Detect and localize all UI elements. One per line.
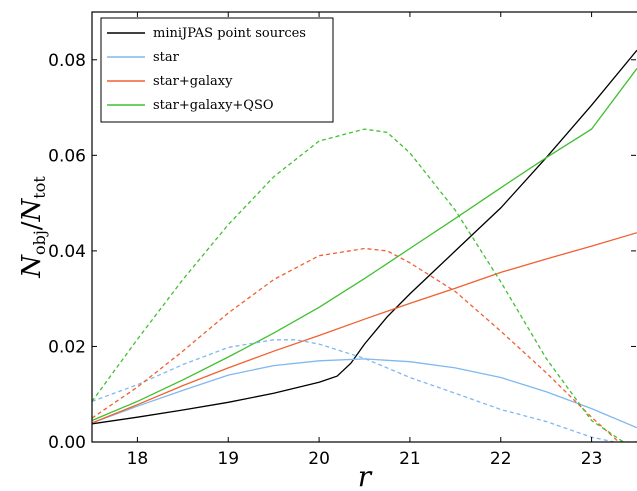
y-label-base2: N	[17, 197, 47, 222]
legend: miniJPAS point sources star star+galaxy sta…	[100, 17, 334, 123]
y-label-sub1: obj	[30, 230, 49, 255]
y-axis-label: Nobj/Ntot	[17, 176, 49, 279]
x-tick-label: 23	[581, 449, 603, 469]
dashed-series-line-6	[92, 128, 624, 442]
legend-label: star+galaxy	[153, 74, 233, 89]
legend-entries: miniJPAS point sources star star+galaxy sta…	[107, 26, 306, 113]
series-line-3	[92, 68, 637, 422]
y-tick-label: 0.04	[48, 242, 86, 262]
y-label-slash: /	[17, 221, 47, 230]
x-tick-label: 21	[399, 449, 421, 469]
x-tick-label: 20	[308, 449, 330, 469]
dashed-series-line-5	[92, 247, 637, 442]
dashed-series-line-4	[92, 339, 615, 442]
x-tick-label: 22	[490, 449, 512, 469]
legend-label: miniJPAS point sources	[153, 26, 306, 41]
y-tick-label: 0.08	[48, 51, 86, 71]
x-axis-label: r	[358, 460, 373, 491]
y-tick-label: 0.06	[48, 146, 86, 166]
x-tick-label: 18	[127, 449, 149, 469]
y-label-base: N	[17, 254, 47, 279]
series-line-2	[92, 232, 637, 424]
y-tick-label: 0.00	[48, 433, 86, 453]
series-line-1	[92, 358, 637, 429]
y-tick-label: 0.02	[48, 337, 86, 357]
ticks-layer: 18 19 20 21 22 23 0.00 0.02 0.04 0.06 0.08	[48, 12, 636, 469]
y-label-sub2: tot	[30, 176, 49, 199]
series-layer	[92, 49, 637, 442]
series-line-0	[92, 49, 637, 425]
x-tick-label: 19	[217, 449, 239, 469]
legend-label: star	[153, 50, 180, 65]
legend-label: star+galaxy+QSO	[153, 98, 274, 113]
plot-frame	[91, 11, 637, 443]
